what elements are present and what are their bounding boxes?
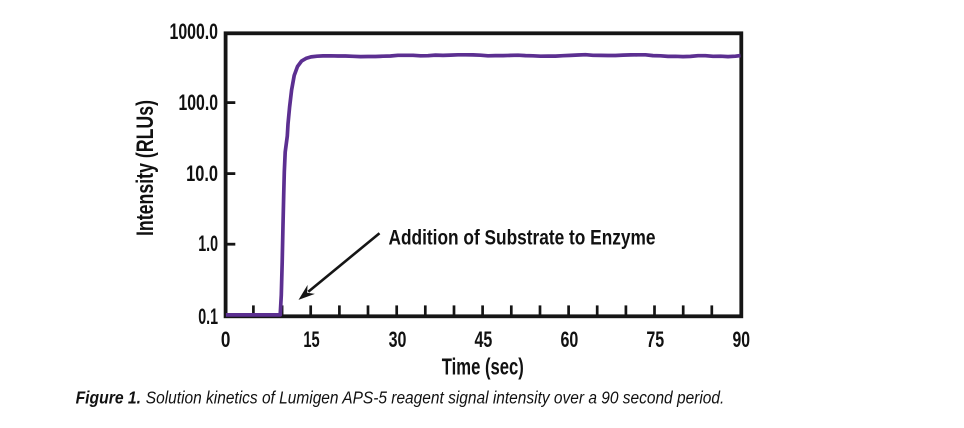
svg-text:15: 15 bbox=[303, 327, 319, 352]
svg-text:30: 30 bbox=[389, 327, 407, 352]
svg-text:100.0: 100.0 bbox=[179, 90, 219, 115]
svg-text:0.1: 0.1 bbox=[198, 304, 218, 329]
svg-text:Solution kinetics of Lumigen A: Solution kinetics of Lumigen APS-5 reage… bbox=[146, 388, 725, 408]
svg-text:1000.0: 1000.0 bbox=[170, 19, 219, 44]
svg-text:Intensity (RLUs): Intensity (RLUs) bbox=[132, 100, 159, 236]
svg-text:45: 45 bbox=[475, 327, 493, 352]
svg-text:Time (sec): Time (sec) bbox=[442, 354, 524, 380]
svg-text:1.0: 1.0 bbox=[198, 231, 218, 256]
svg-text:60: 60 bbox=[561, 327, 579, 352]
svg-text:90: 90 bbox=[733, 327, 751, 352]
svg-text:Figure 1.: Figure 1. bbox=[76, 388, 141, 408]
svg-text:Addition of Substrate to Enzym: Addition of Substrate to Enzyme bbox=[389, 226, 656, 249]
svg-text:75: 75 bbox=[646, 327, 664, 352]
svg-text:0: 0 bbox=[221, 327, 231, 352]
svg-text:10.0: 10.0 bbox=[186, 161, 218, 186]
